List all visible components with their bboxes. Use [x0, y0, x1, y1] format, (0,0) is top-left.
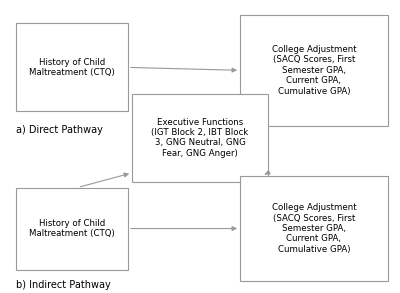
Text: History of Child
Maltreatment (CTQ): History of Child Maltreatment (CTQ) [29, 219, 115, 238]
Text: History of Child
Maltreatment (CTQ): History of Child Maltreatment (CTQ) [29, 58, 115, 77]
Text: College Adjustment
(SACQ Scores, First
Semester GPA,
Current GPA,
Cumulative GPA: College Adjustment (SACQ Scores, First S… [272, 203, 356, 254]
FancyBboxPatch shape [16, 188, 128, 270]
Text: Executive Functions
(IGT Block 2, IBT Block
3, GNG Neutral, GNG
Fear, GNG Anger): Executive Functions (IGT Block 2, IBT Bl… [151, 117, 249, 158]
Text: b) Indirect Pathway: b) Indirect Pathway [16, 280, 111, 290]
FancyBboxPatch shape [16, 23, 128, 111]
Text: a) Direct Pathway: a) Direct Pathway [16, 125, 103, 135]
Text: College Adjustment
(SACQ Scores, First
Semester GPA,
Current GPA,
Cumulative GPA: College Adjustment (SACQ Scores, First S… [272, 45, 356, 96]
FancyBboxPatch shape [132, 94, 268, 182]
FancyBboxPatch shape [240, 176, 388, 281]
FancyBboxPatch shape [240, 15, 388, 126]
